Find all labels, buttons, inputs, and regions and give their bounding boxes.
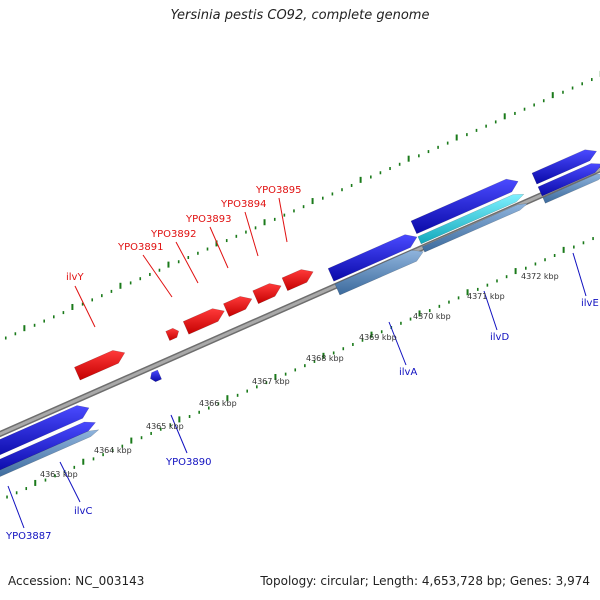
gene-arrow-ilvD: [410, 178, 519, 235]
gene-arrow-YPO3892: [182, 308, 225, 335]
scale-label-4364: 4364 kbp: [94, 446, 132, 455]
genome-backbone: [0, 166, 600, 438]
gene-arrow-YPO3890: [150, 369, 162, 382]
gene-label-YPO3887: YPO3887: [5, 531, 51, 542]
leader-ilvC: [59, 461, 81, 503]
leader-YPO3894: [244, 211, 259, 257]
gene-label-ilvE: ilvE: [581, 298, 599, 309]
leader-ilvY: [74, 285, 96, 328]
genome-summary-text: Topology: circular; Length: 4,653,728 bp…: [260, 574, 590, 588]
gene-arrow-YPO3894: [252, 283, 282, 305]
scale-label-4366: 4366 kbp: [199, 399, 237, 408]
gene-features: [0, 149, 600, 477]
gene-arrow-ilvY: [74, 350, 126, 381]
scale-label-4368: 4368 kbp: [306, 354, 344, 363]
gene-label-ilvA: ilvA: [399, 367, 417, 378]
scale-label-4371: 4371 kbp: [467, 292, 505, 301]
outer-tick-track: [4, 70, 600, 340]
gene-arrow-ilvD-cds: [417, 193, 525, 245]
scale-label-4370: 4370 kbp: [413, 312, 451, 321]
leader-YPO3890: [170, 414, 188, 454]
leader-ilvD: [483, 290, 498, 331]
scale-label-4367: 4367 kbp: [252, 377, 290, 386]
gene-label-YPO3893: YPO3893: [185, 214, 231, 225]
gene-arrow-ilvE-cds: [542, 173, 600, 204]
scale-label-4372: 4372 kbp: [521, 272, 559, 281]
gene-arrow-YPO3891: [165, 328, 179, 341]
leader-YPO3895: [278, 197, 288, 243]
gene-label-ilvD: ilvD: [490, 332, 509, 343]
leader-ilvE: [572, 252, 587, 297]
gene-arrow-ilvA-cds: [334, 249, 424, 296]
gene-arrow-ilvC-cds: [0, 429, 100, 477]
leader-YPO3887: [7, 485, 25, 529]
accession-text: Accession: NC_003143: [8, 574, 145, 588]
gene-label-YPO3895: YPO3895: [255, 185, 301, 196]
leader-ilvA: [388, 321, 407, 366]
gene-arrow-ilvC: [0, 421, 97, 471]
gene-arrow-ilvE-2: [537, 163, 600, 197]
gene-label-ilvY: ilvY: [66, 272, 84, 283]
gene-label-YPO3894: YPO3894: [220, 199, 266, 210]
scale-label-4369: 4369 kbp: [359, 333, 397, 342]
gene-arrow-ilvD-cds2: [421, 203, 529, 253]
scale-label-4363: 4363 kbp: [40, 470, 78, 479]
map-title: Yersinia pestis CO92, complete genome: [170, 8, 430, 23]
gene-arrow-ilvE: [531, 149, 598, 185]
leader-YPO3891: [142, 254, 173, 298]
gene-label-YPO3892: YPO3892: [150, 229, 196, 240]
leader-YPO3892: [175, 241, 199, 284]
gene-label-ilvC: ilvC: [74, 506, 92, 517]
inner-tick-track: [6, 237, 594, 499]
label-leader-lines: [7, 197, 587, 529]
gene-label-YPO3890: YPO3890: [165, 457, 211, 468]
scale-label-4365: 4365 kbp: [146, 422, 184, 431]
gene-arrow-YPO3893: [223, 296, 253, 317]
gene-arrow-YPO3887: [0, 405, 90, 456]
backbone-line: [0, 167, 600, 436]
leader-YPO3893: [209, 226, 229, 269]
gene-arrow-ilvA: [327, 234, 418, 282]
gene-label-YPO3891: YPO3891: [117, 242, 163, 253]
gene-arrow-YPO3895: [281, 269, 314, 292]
